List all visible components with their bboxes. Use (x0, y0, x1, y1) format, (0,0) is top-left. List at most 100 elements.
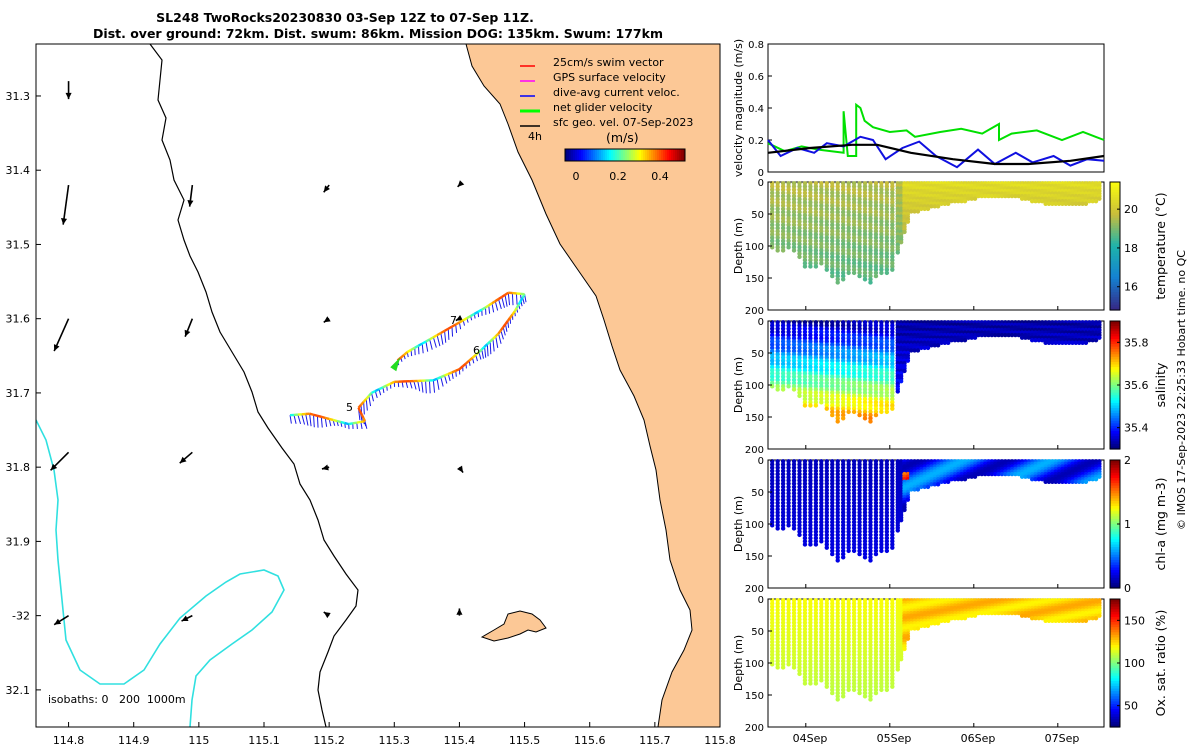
section-data-point (780, 471, 786, 477)
section-data-point (775, 364, 780, 370)
track-segment (502, 323, 507, 328)
map-y-tick-label: 31.4 (6, 164, 31, 177)
section-data-point (791, 380, 797, 386)
section-colorbar-cell (1110, 438, 1120, 442)
section-data-point (868, 396, 873, 402)
section-data-point (857, 248, 862, 253)
section-data-point (868, 393, 873, 399)
section-data-point (819, 539, 824, 544)
section-data-point (813, 257, 819, 263)
section-data-point (770, 510, 775, 515)
colorbar-cell (621, 149, 624, 161)
section-data-point (884, 409, 890, 415)
section-data-point (780, 364, 786, 370)
section-data-point (846, 368, 851, 373)
section-data-point (873, 374, 879, 379)
section-data-point (802, 206, 808, 212)
section-data-point (862, 336, 868, 341)
section-data-point (1087, 199, 1092, 204)
section-data-point (835, 190, 840, 196)
section-data-point (770, 361, 775, 367)
section-data-point (868, 352, 873, 357)
section-colorbar-cell (1110, 433, 1120, 437)
section-data-point (770, 358, 775, 363)
section-colorbar-cell (1110, 225, 1120, 229)
section-data-point (846, 406, 851, 411)
section-data-point (780, 209, 786, 215)
section-data-point (808, 342, 813, 347)
section-data-point (808, 371, 813, 376)
depth-tick-label: 200 (745, 306, 764, 317)
section-data-point (862, 235, 868, 240)
colorbar-cell (585, 149, 588, 161)
section-colorbar-cell (1110, 246, 1120, 250)
colorbar-cell (675, 149, 678, 161)
section-data-point (808, 380, 813, 386)
section-data-point (808, 323, 813, 328)
section-data-point (905, 497, 911, 502)
section-data-point (791, 329, 797, 335)
section-data-point (775, 487, 780, 493)
section-data-point (791, 468, 797, 474)
section-data-point (780, 484, 786, 490)
section-colorbar-cell (1110, 423, 1120, 427)
section-data-point (780, 329, 786, 335)
section-data-point (830, 235, 835, 240)
section-data-point (1060, 201, 1065, 206)
section-data-point (890, 336, 895, 341)
section-data-point (780, 339, 786, 344)
section-data-point (1043, 340, 1048, 345)
section-data-point (786, 245, 791, 250)
section-data-point (840, 416, 846, 421)
section-data-point (873, 551, 879, 557)
section-data-point (851, 390, 857, 395)
section-data-point (840, 273, 846, 279)
colorbar-frame (564, 148, 686, 162)
section-data-point (808, 190, 813, 196)
section-data-point (824, 184, 829, 189)
section-data-point (770, 190, 775, 196)
track-segment (471, 354, 477, 359)
section-data-point (873, 384, 879, 389)
section-data-point (802, 384, 808, 389)
section-data-point (808, 352, 813, 357)
geo-vector-arrow (62, 184, 70, 225)
track-segment (513, 307, 518, 312)
section-data-point (813, 200, 819, 205)
section-data-point (770, 329, 775, 335)
section-data-point (1023, 196, 1028, 201)
section-colorbar-cell (1110, 297, 1120, 301)
section-colorbar-cell (1110, 326, 1120, 330)
section-data-point (1009, 332, 1015, 338)
section-data-point (819, 377, 824, 383)
colorbar-cell (679, 149, 682, 161)
section-colorbar-cell (1110, 367, 1120, 371)
section-data-point (830, 197, 835, 202)
section-data-point (797, 332, 802, 338)
section-data-point (791, 225, 797, 231)
section-data-point (830, 332, 835, 338)
day-label-7: 7 (450, 314, 457, 327)
section-data-point (824, 248, 829, 253)
section-data-point (808, 355, 813, 360)
section-data-point (862, 251, 868, 256)
section-data-point (791, 203, 797, 208)
section-data-point (791, 494, 797, 499)
current-vector (498, 333, 502, 344)
track-segment (455, 368, 460, 372)
section-data-point (830, 200, 835, 205)
current-vector (498, 298, 502, 309)
section-data-point (808, 336, 813, 341)
section-data-point (775, 232, 780, 237)
track-segment (481, 306, 487, 311)
section-data-point (797, 245, 802, 250)
section-data-point (868, 248, 873, 253)
section-data-point (775, 478, 780, 483)
section-data-point (824, 267, 829, 272)
section-data-point (824, 238, 829, 244)
current-vector (436, 334, 441, 347)
section-data-point (890, 216, 895, 221)
section-data-point (835, 390, 840, 395)
section-data-point (813, 187, 819, 192)
